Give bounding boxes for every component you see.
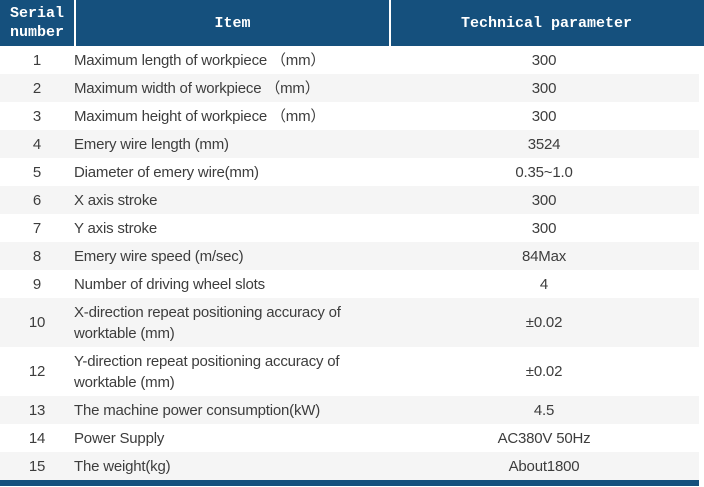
cell-technical-parameter: 300 — [531, 107, 557, 125]
table-row: 8 Emery wire speed (m/sec) 84Max — [0, 242, 699, 270]
table-bottom-border — [0, 480, 699, 486]
cell-serial-number: 9 — [32, 275, 42, 293]
cell-technical-parameter: 4.5 — [533, 401, 555, 419]
cell-item: Number of driving wheel slots — [74, 275, 265, 293]
cell-technical-parameter: ±0.02 — [525, 314, 563, 331]
table-row: 14 Power Supply AC380V 50Hz — [0, 424, 699, 452]
cell-serial-number: 8 — [32, 247, 42, 265]
column-header-technical-parameter: Technical parameter — [389, 0, 702, 46]
table-row: 1 Maximum length of workpiece （mm） 300 — [0, 46, 699, 74]
table-row: 7 Y axis stroke 300 — [0, 214, 699, 242]
cell-technical-parameter: About1800 — [508, 457, 580, 475]
cell-item: The machine power consumption(kW) — [74, 401, 320, 419]
cell-serial-number: 10 — [28, 314, 46, 331]
cell-item: Emery wire speed (m/sec) — [74, 247, 244, 265]
cell-item: Emery wire length (mm) — [74, 135, 229, 153]
cell-item: X-direction repeat positioning accuracy … — [74, 303, 341, 342]
table-row: 6 X axis stroke 300 — [0, 186, 699, 214]
cell-item: Maximum length of workpiece （mm） — [74, 51, 326, 69]
cell-technical-parameter: 0.35~1.0 — [515, 163, 573, 181]
cell-serial-number: 7 — [32, 219, 42, 237]
cell-technical-parameter: ±0.02 — [525, 363, 563, 380]
table-row: 15 The weight(kg) About1800 — [0, 452, 699, 480]
cell-item: Power Supply — [74, 429, 165, 447]
table-row: 13 The machine power consumption(kW) 4.5 — [0, 396, 699, 424]
cell-technical-parameter: 300 — [531, 191, 557, 209]
cell-serial-number: 15 — [28, 457, 46, 475]
column-header-item: Item — [74, 0, 389, 46]
cell-technical-parameter: AC380V 50Hz — [497, 429, 591, 447]
cell-serial-number: 5 — [32, 163, 42, 181]
cell-technical-parameter: 4 — [539, 275, 549, 293]
cell-serial-number: 13 — [28, 401, 46, 419]
cell-item: Maximum height of workpiece （mm） — [74, 107, 326, 125]
cell-serial-number: 12 — [28, 363, 46, 380]
cell-serial-number: 14 — [28, 429, 46, 447]
table-row: 5 Diameter of emery wire(mm) 0.35~1.0 — [0, 158, 699, 186]
cell-item: X axis stroke — [74, 191, 158, 209]
table-row: 12 Y-direction repeat positioning accura… — [0, 347, 699, 396]
cell-serial-number: 6 — [32, 191, 42, 209]
cell-serial-number: 4 — [32, 135, 42, 153]
cell-item: Y axis stroke — [74, 219, 157, 237]
table-row: 3 Maximum height of workpiece （mm） 300 — [0, 102, 699, 130]
cell-technical-parameter: 300 — [531, 219, 557, 237]
table-row: 10 X-direction repeat positioning accura… — [0, 298, 699, 347]
cell-serial-number: 2 — [32, 79, 42, 97]
table-row: 4 Emery wire length (mm) 3524 — [0, 130, 699, 158]
table-row: 2 Maximum width of workpiece （mm） 300 — [0, 74, 699, 102]
cell-item: Y-direction repeat positioning accuracy … — [74, 352, 340, 391]
column-header-serial-number: Serial number — [9, 5, 64, 41]
cell-technical-parameter: 3524 — [527, 135, 561, 153]
cell-item: Diameter of emery wire(mm) — [74, 163, 259, 181]
cell-item: The weight(kg) — [74, 457, 171, 475]
table-row: 9 Number of driving wheel slots 4 — [0, 270, 699, 298]
cell-item: Maximum width of workpiece （mm） — [74, 79, 320, 97]
cell-technical-parameter: 300 — [531, 51, 557, 69]
table-body: 1 Maximum length of workpiece （mm） 300 2… — [0, 46, 699, 480]
cell-serial-number: 3 — [32, 107, 42, 125]
cell-technical-parameter: 84Max — [521, 247, 567, 265]
cell-technical-parameter: 300 — [531, 79, 557, 97]
cell-serial-number: 1 — [32, 51, 42, 69]
table-header-row: Serial number Item Technical parameter — [0, 0, 704, 46]
